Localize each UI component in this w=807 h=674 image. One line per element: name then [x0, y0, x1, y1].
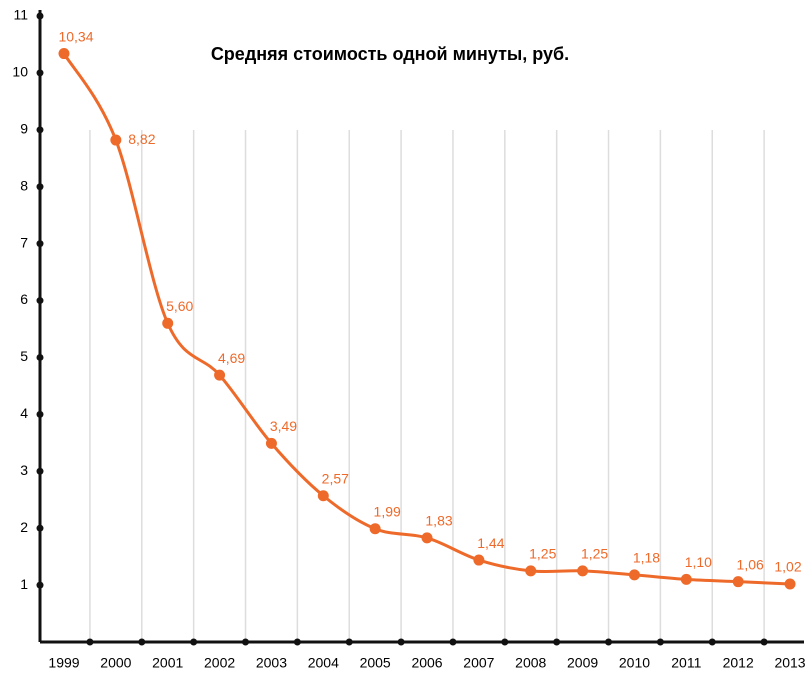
y-tick-label: 9 — [20, 121, 28, 137]
point — [214, 369, 226, 381]
x-axis-dot — [501, 638, 509, 646]
x-axis-dot — [345, 638, 353, 646]
x-tick-label: 2011 — [671, 655, 701, 671]
y-tick — [36, 297, 44, 305]
x-tick-label: 2010 — [619, 655, 650, 671]
x-tick-label: 2009 — [567, 655, 598, 671]
point — [784, 578, 796, 590]
y-tick — [36, 12, 44, 20]
value-label: 1,25 — [581, 546, 608, 562]
y-tick — [36, 467, 44, 475]
x-axis-dot — [397, 638, 405, 646]
x-axis-dot — [656, 638, 664, 646]
x-axis-dot — [86, 638, 94, 646]
point — [473, 554, 485, 566]
chart-title: Средняя стоимость одной минуты, руб. — [211, 44, 569, 64]
value-label: 1,83 — [425, 513, 452, 529]
x-axis-dot — [242, 638, 250, 646]
y-tick-label: 7 — [20, 234, 28, 250]
y-tick-label: 4 — [20, 405, 28, 421]
value-label: 1,18 — [633, 550, 660, 566]
value-label: 10,34 — [58, 28, 93, 44]
x-axis-dot — [138, 638, 146, 646]
y-tick-label: 8 — [20, 177, 28, 193]
y-tick-label: 11 — [13, 7, 28, 23]
x-axis-dot — [553, 638, 561, 646]
value-label: 3,49 — [270, 418, 297, 434]
line — [62, 52, 791, 586]
y-tick-label: 6 — [20, 291, 28, 307]
x-axis-dot — [605, 638, 613, 646]
y-tick — [36, 183, 44, 191]
value-label: 2,57 — [322, 470, 349, 486]
point — [369, 523, 381, 535]
point — [577, 565, 589, 577]
y-tick — [36, 126, 44, 134]
point — [680, 573, 692, 585]
y-tick — [36, 353, 44, 361]
point — [110, 134, 122, 146]
point — [162, 317, 174, 329]
value-label: 4,69 — [218, 350, 245, 366]
value-label: 1,10 — [685, 554, 712, 570]
value-label: 1,25 — [529, 546, 556, 562]
point — [265, 437, 277, 449]
x-tick-label: 2003 — [256, 655, 287, 671]
value-label: 1,44 — [477, 535, 504, 551]
point — [628, 569, 640, 581]
x-axis-dot — [293, 638, 301, 646]
y-tick — [36, 410, 44, 418]
value-label: 8,82 — [128, 131, 155, 147]
y-tick-label: 1 — [20, 576, 28, 592]
x-tick-label: 2006 — [411, 655, 442, 671]
point — [317, 490, 329, 502]
x-tick-label: 2013 — [774, 655, 805, 671]
value-label: 5,60 — [166, 298, 193, 314]
y-tick — [36, 524, 44, 532]
point — [732, 576, 744, 588]
x-axis-dot — [190, 638, 198, 646]
y-tick — [36, 69, 44, 77]
x-axis-dot — [760, 638, 768, 646]
x-tick-label: 2001 — [152, 655, 183, 671]
value-label: 1,02 — [774, 559, 801, 575]
value-label: 1,06 — [737, 556, 764, 572]
y-tick-label: 2 — [20, 519, 28, 535]
x-tick-label: 2007 — [463, 655, 494, 671]
x-tick-label: 2012 — [723, 655, 754, 671]
x-axis-dot — [449, 638, 457, 646]
x-tick-label: 2004 — [308, 655, 339, 671]
value-label: 1,99 — [374, 503, 401, 519]
point — [58, 48, 70, 60]
x-tick-label: 2005 — [360, 655, 391, 671]
x-axis-dot — [708, 638, 716, 646]
y-tick — [36, 240, 44, 248]
point — [525, 565, 537, 577]
x-tick-label: 1999 — [48, 655, 79, 671]
y-tick-label: 3 — [20, 462, 28, 478]
y-tick-label: 10 — [12, 64, 28, 80]
point — [421, 532, 433, 544]
x-tick-label: 2008 — [515, 655, 546, 671]
y-tick-label: 5 — [20, 348, 28, 364]
x-tick-label: 2002 — [204, 655, 235, 671]
x-tick-label: 2000 — [100, 655, 131, 671]
y-tick — [36, 581, 44, 589]
